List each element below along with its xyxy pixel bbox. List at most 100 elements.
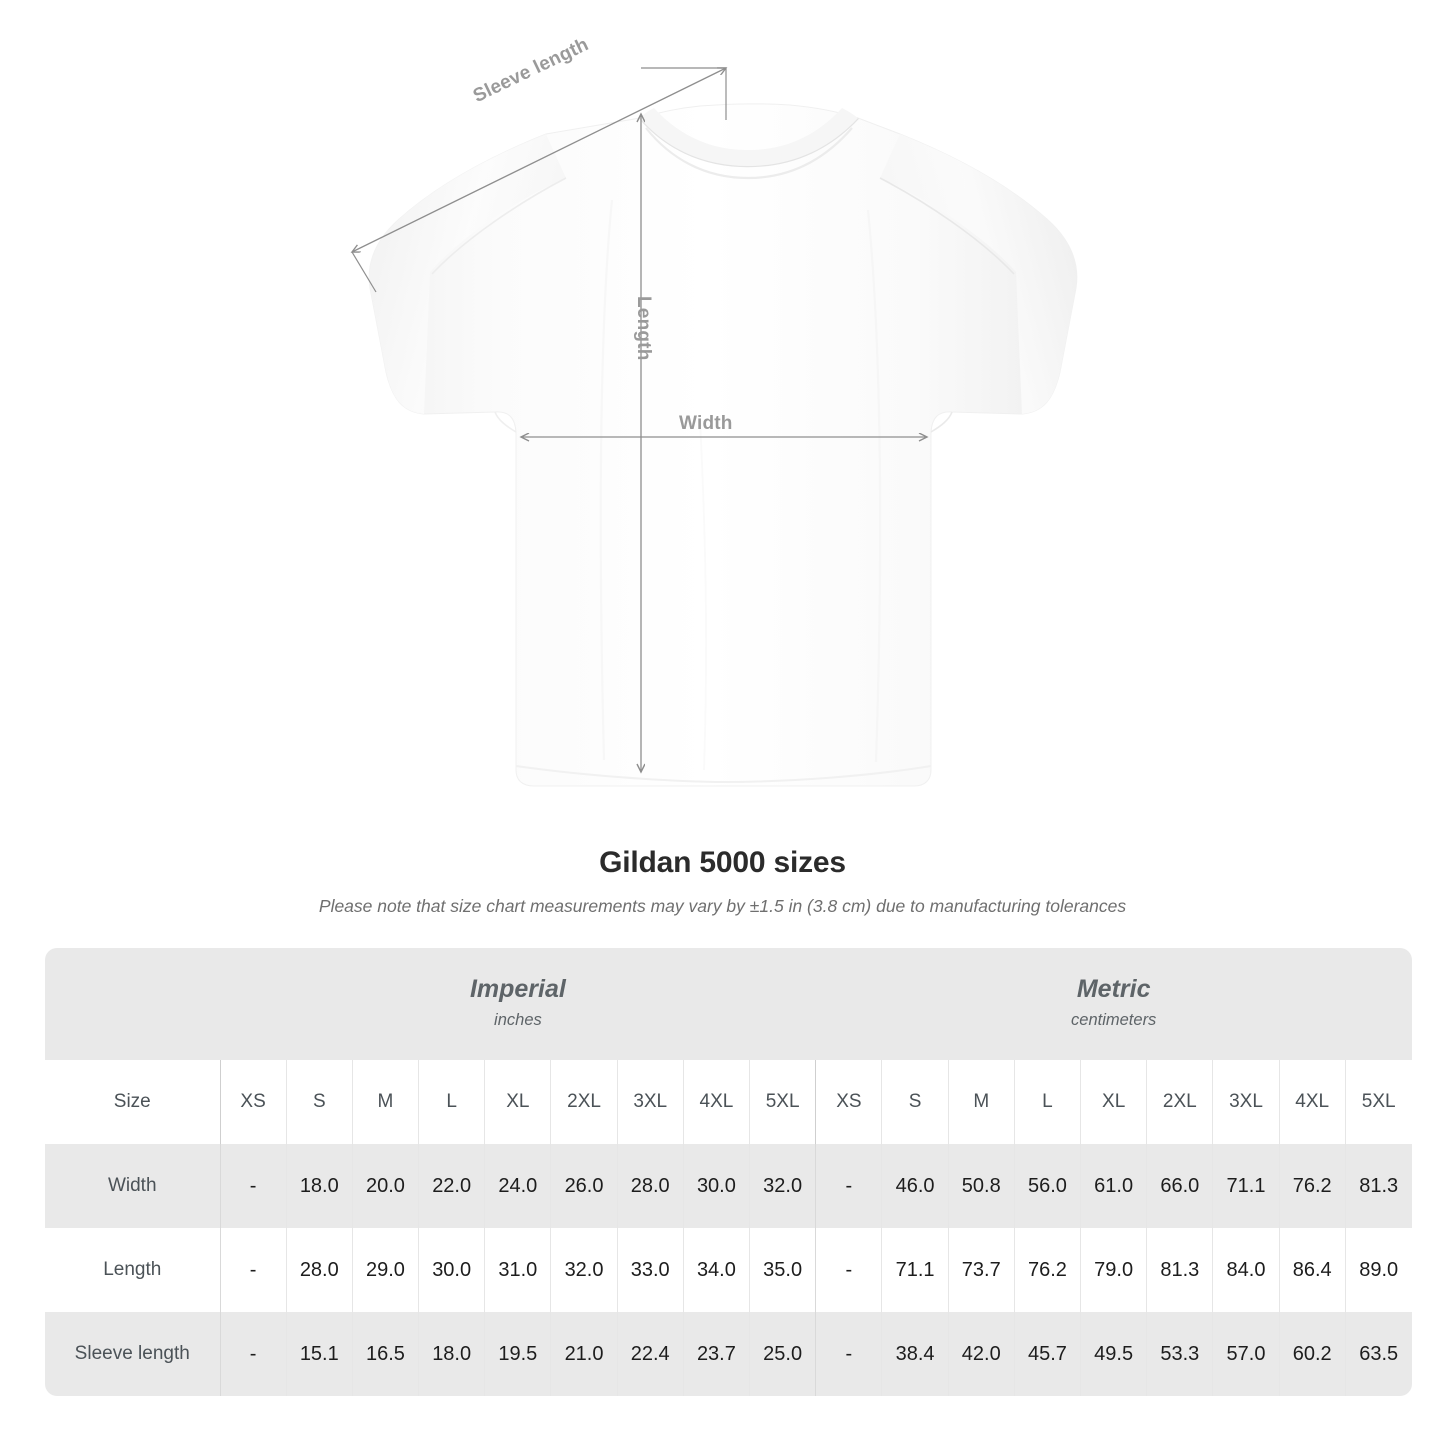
cell-length-met-8: 89.0: [1344, 1228, 1412, 1312]
cell-length-imp-1: 28.0: [285, 1228, 353, 1312]
sleeve-arrow: [352, 68, 726, 252]
cell-width-imp-2: 20.0: [351, 1144, 419, 1228]
unit-blank-cell: [45, 948, 220, 1060]
size-header-met-5: 2XL: [1146, 1060, 1213, 1144]
cell-length-met-2: 73.7: [947, 1228, 1015, 1312]
cell-width-imp-7: 30.0: [682, 1144, 750, 1228]
cell-length-met-0: -: [815, 1228, 882, 1312]
size-header-met-4: XL: [1080, 1060, 1147, 1144]
cell-length-imp-4: 31.0: [484, 1228, 551, 1312]
cell-width-imp-1: 18.0: [285, 1144, 353, 1228]
size-header-imp-0: XS: [219, 1060, 287, 1144]
cell-width-met-7: 76.2: [1278, 1144, 1346, 1228]
cell-sleeve-met-6: 57.0: [1212, 1312, 1280, 1396]
table-row: Width - 18.0 20.0 22.0 24.0 26.0 28.0 30…: [45, 1144, 1412, 1228]
unit-name-metric: Metric: [1076, 975, 1151, 1004]
unit-cell-imperial: Imperial inches: [220, 948, 816, 1060]
cell-width-met-8: 81.3: [1344, 1144, 1412, 1228]
cell-width-imp-4: 24.0: [484, 1144, 551, 1228]
size-chart-table: Imperial inches Metric centimeters Size …: [45, 948, 1412, 1396]
tshirt-body: [368, 103, 1078, 787]
size-header-met-7: 4XL: [1278, 1060, 1346, 1144]
cell-width-imp-8: 32.0: [748, 1144, 816, 1228]
cell-length-met-6: 84.0: [1212, 1228, 1280, 1312]
cell-sleeve-met-8: 63.5: [1344, 1312, 1412, 1396]
size-header-label: Size: [45, 1060, 220, 1144]
cell-sleeve-met-2: 42.0: [947, 1312, 1015, 1396]
cell-sleeve-met-0: -: [815, 1312, 882, 1396]
cell-width-imp-3: 22.0: [418, 1144, 485, 1228]
size-header-met-6: 3XL: [1212, 1060, 1280, 1144]
cell-width-imp-5: 26.0: [550, 1144, 618, 1228]
cell-width-met-0: -: [815, 1144, 882, 1228]
cell-length-imp-2: 29.0: [351, 1228, 419, 1312]
table-row: Sleeve length - 15.1 16.5 18.0 19.5 21.0…: [45, 1312, 1412, 1396]
cell-sleeve-imp-7: 23.7: [682, 1312, 750, 1396]
cell-length-met-1: 71.1: [881, 1228, 949, 1312]
cell-sleeve-imp-8: 25.0: [748, 1312, 816, 1396]
cell-length-met-7: 86.4: [1278, 1228, 1346, 1312]
cell-width-met-6: 71.1: [1212, 1144, 1280, 1228]
cell-sleeve-imp-2: 16.5: [351, 1312, 419, 1396]
tolerance-note: Please note that size chart measurements…: [318, 896, 1127, 916]
row-label-sleeve-length: Sleeve length: [45, 1312, 220, 1396]
unit-name-imperial: Imperial: [469, 975, 566, 1004]
cell-width-imp-0: -: [219, 1144, 287, 1228]
cell-width-met-2: 50.8: [947, 1144, 1015, 1228]
measurement-arrows: [352, 68, 927, 772]
cell-width-imp-6: 28.0: [616, 1144, 684, 1228]
size-header-imp-1: S: [285, 1060, 353, 1144]
cell-width-met-4: 61.0: [1080, 1144, 1147, 1228]
size-header-imp-3: L: [418, 1060, 485, 1144]
chart-heading-block: Gildan 5000 sizes Please note that size …: [0, 845, 1445, 918]
cell-width-met-1: 46.0: [881, 1144, 949, 1228]
cell-sleeve-imp-6: 22.4: [616, 1312, 684, 1396]
cell-length-met-3: 76.2: [1013, 1228, 1081, 1312]
size-table-container: Imperial inches Metric centimeters Size …: [45, 948, 1412, 1396]
unit-sub-imperial: inches: [494, 1011, 542, 1029]
size-header-met-1: S: [881, 1060, 949, 1144]
unit-sub-metric: centimeters: [1071, 1011, 1157, 1029]
size-header-met-2: M: [947, 1060, 1015, 1144]
cell-length-imp-6: 33.0: [616, 1228, 684, 1312]
cell-width-met-3: 56.0: [1013, 1144, 1081, 1228]
width-dimension-label: Width: [679, 413, 733, 434]
cell-length-imp-8: 35.0: [748, 1228, 816, 1312]
cell-length-imp-5: 32.0: [550, 1228, 618, 1312]
cell-length-met-5: 81.3: [1146, 1228, 1213, 1312]
row-label-length: Length: [45, 1228, 220, 1312]
cell-sleeve-imp-0: -: [219, 1312, 287, 1396]
page-title: Gildan 5000 sizes: [599, 846, 846, 879]
size-header-imp-5: 2XL: [550, 1060, 618, 1144]
size-header-met-0: XS: [815, 1060, 882, 1144]
size-header-row: Size XS S M L XL 2XL 3XL 4XL 5XL XS S M …: [45, 1060, 1412, 1144]
cell-sleeve-met-3: 45.7: [1013, 1312, 1081, 1396]
cell-sleeve-met-5: 53.3: [1146, 1312, 1213, 1396]
table-row: Length - 28.0 29.0 30.0 31.0 32.0 33.0 3…: [45, 1228, 1412, 1312]
cell-sleeve-imp-3: 18.0: [418, 1312, 485, 1396]
size-header-imp-2: M: [351, 1060, 419, 1144]
cell-length-imp-3: 30.0: [418, 1228, 485, 1312]
cell-length-met-4: 79.0: [1080, 1228, 1147, 1312]
size-header-imp-6: 3XL: [616, 1060, 684, 1144]
cell-width-met-5: 66.0: [1146, 1144, 1213, 1228]
cell-sleeve-imp-4: 19.5: [484, 1312, 551, 1396]
size-header-imp-7: 4XL: [682, 1060, 750, 1144]
size-header-met-8: 5XL: [1344, 1060, 1412, 1144]
length-dimension-label: Length: [633, 296, 654, 361]
size-header-imp-8: 5XL: [748, 1060, 816, 1144]
cell-length-imp-0: -: [219, 1228, 287, 1312]
cell-sleeve-imp-5: 21.0: [550, 1312, 618, 1396]
unit-cell-metric: Metric centimeters: [815, 948, 1412, 1060]
cell-sleeve-imp-1: 15.1: [285, 1312, 353, 1396]
size-header-met-3: L: [1013, 1060, 1081, 1144]
cell-sleeve-met-1: 38.4: [881, 1312, 949, 1396]
cell-sleeve-met-4: 49.5: [1080, 1312, 1147, 1396]
tshirt-measurement-diagram: Sleeve length Length Width: [0, 34, 1078, 787]
row-label-width: Width: [45, 1144, 220, 1228]
cell-sleeve-met-7: 60.2: [1278, 1312, 1346, 1396]
cell-length-imp-7: 34.0: [682, 1228, 750, 1312]
unit-header-row: Imperial inches Metric centimeters: [45, 948, 1412, 1060]
size-header-imp-4: XL: [484, 1060, 551, 1144]
